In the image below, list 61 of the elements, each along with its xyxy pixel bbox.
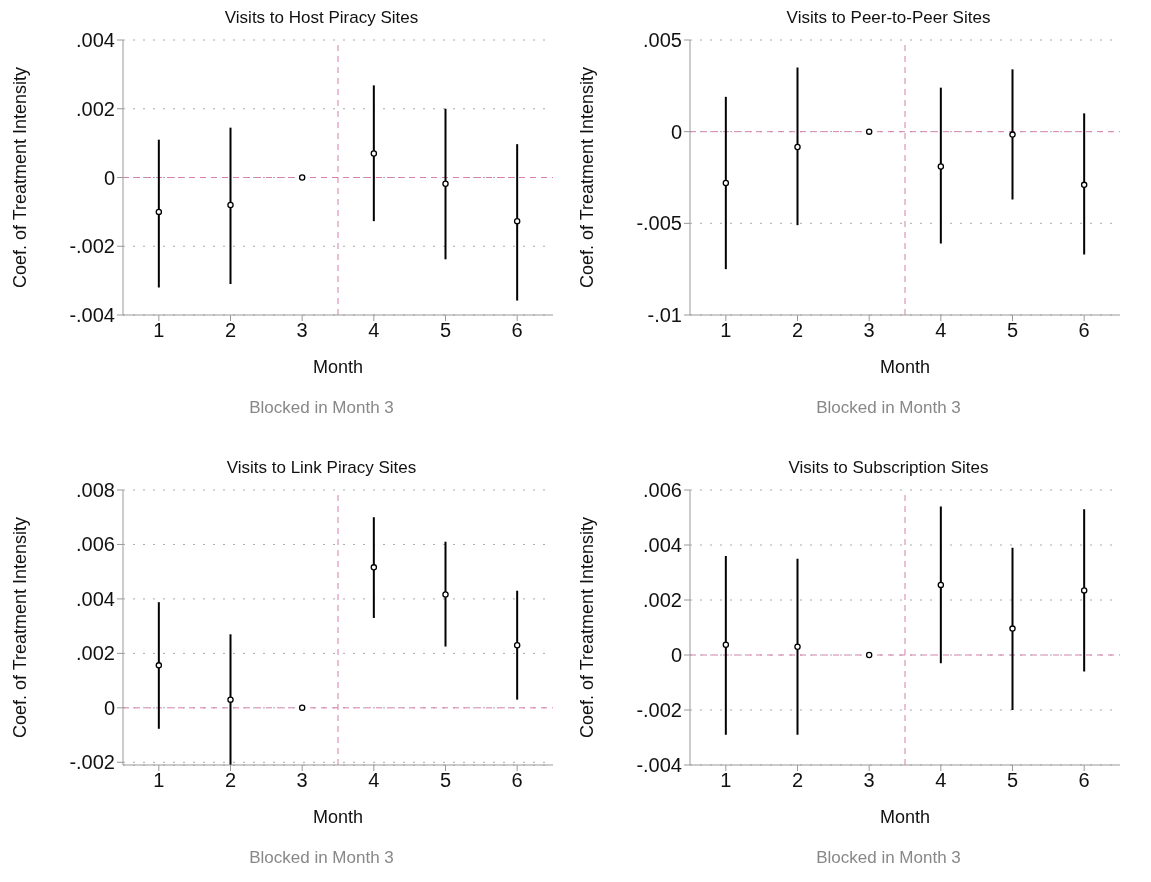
y-tick-label: -.002 [69,235,115,258]
y-axis-title: Coef. of Treatment Intensity [10,516,31,739]
text: Blocked in Month 3 [248,848,395,868]
y-tick-label: .005 [643,29,682,51]
text: Blocked in Month 3 [815,398,962,418]
x-tick-label: 5 [439,769,452,792]
y-tick-label: .004 [76,29,115,51]
y-tick-label: .002 [76,642,115,665]
y-tick-label: .002 [643,589,682,611]
y-tick-label: -.002 [636,699,682,721]
x-tick-label: 1 [153,769,165,792]
y-tick-label: .002 [76,97,115,120]
text: Blocked in Month 3 [815,848,962,868]
x-tick-label: 1 [720,319,732,342]
y-tick-label: 0 [670,644,682,666]
y-axis-title: Coef. of Treatment Intensity [577,516,598,739]
y-tick-label: 0 [670,120,682,143]
x-tick-label: 5 [1006,319,1019,342]
x-tick-label: 5 [439,319,452,342]
x-tick-label: 2 [224,769,237,792]
y-tick-label: .004 [76,587,115,610]
x-tick-label: 4 [935,769,947,792]
y-axis-title: Coef. of Treatment Intensity [10,66,31,289]
chart-title: Visits to Peer-to-Peer Sites [785,8,992,29]
y-tick-label: .008 [76,479,115,501]
x-tick-label: 6 [511,319,523,342]
x-tick-label: 6 [1078,769,1090,792]
x-tick-label: 2 [791,769,804,792]
x-tick-label: 6 [511,769,523,792]
x-tick-label: 4 [368,769,380,792]
x-tick-label: 1 [720,769,732,792]
x-tick-label: 3 [296,769,308,792]
x-axis-title: Month [312,807,364,827]
y-tick-label: -.005 [636,212,682,235]
y-tick-label: .004 [643,534,682,556]
x-tick-label: 5 [1006,769,1019,792]
text: Blocked in Month 3 [248,398,395,418]
x-tick-label: 1 [153,319,165,342]
chart-title: Visits to Link Piracy Sites [225,458,418,479]
x-tick-label: 3 [863,319,875,342]
y-tick-label: -.004 [636,754,682,776]
chart-title: Visits to Host Piracy Sites [223,8,420,29]
x-tick-label: 6 [1078,319,1090,342]
y-tick-label: .006 [643,479,682,501]
y-tick-label: -.01 [647,304,682,326]
y-axis-title: Coef. of Treatment Intensity [577,66,598,289]
y-tick-label: -.004 [69,304,115,326]
y-tick-label: 0 [103,166,115,189]
x-axis-title: Month [879,807,931,827]
y-tick-label: -.002 [69,751,115,774]
x-axis-title: Month [879,357,931,377]
x-tick-label: 3 [863,769,875,792]
y-tick-label: .006 [76,533,115,556]
x-tick-label: 3 [296,319,308,342]
y-tick-label: 0 [103,696,115,719]
x-tick-label: 2 [791,319,804,342]
x-axis-title: Month [312,357,364,377]
x-tick-label: 4 [935,319,947,342]
x-tick-label: 2 [224,319,237,342]
x-tick-label: 4 [368,319,380,342]
chart-title: Visits to Subscription Sites [787,458,990,479]
